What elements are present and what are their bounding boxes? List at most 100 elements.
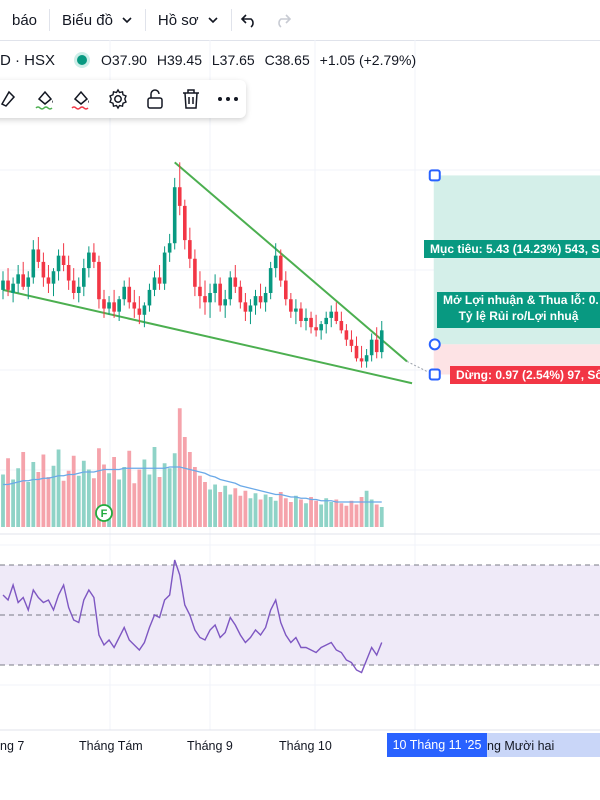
volume-bar xyxy=(299,499,303,527)
low-value: L37.65 xyxy=(211,52,255,68)
chart-menu-button[interactable]: Biểu đồ xyxy=(50,0,145,40)
candle-body xyxy=(87,252,91,269)
volume-bar xyxy=(147,474,152,527)
chevron-down-icon xyxy=(208,17,218,24)
volume-bar xyxy=(283,498,288,527)
candle-body xyxy=(172,187,177,244)
candle-body xyxy=(213,283,217,293)
stop-label[interactable]: Dừng: 0.97 (2.54%) 97, Số xyxy=(450,366,600,384)
close-value: C38.65 xyxy=(264,52,310,68)
open-value: O37.90 xyxy=(101,52,147,68)
undo-icon xyxy=(240,14,254,28)
delete-button[interactable] xyxy=(173,80,210,118)
volume-bar xyxy=(182,437,187,527)
time-axis[interactable]: ng 7 Tháng Tám Tháng 9 Tháng 10 ng Mười … xyxy=(0,735,600,757)
volume-bar xyxy=(193,467,197,527)
position-handle xyxy=(428,368,441,381)
time-tick: ng Mười hai xyxy=(487,739,555,753)
volume-bar xyxy=(243,490,248,527)
alerts-label: báo xyxy=(12,11,38,29)
symbol-name[interactable]: D · HSX xyxy=(0,51,56,69)
volume-bar xyxy=(379,507,384,527)
volume-bar xyxy=(21,452,26,527)
redo-icon xyxy=(277,14,291,28)
candle-body xyxy=(117,299,121,312)
volume-bar xyxy=(1,474,5,527)
text-color-icon xyxy=(71,90,90,110)
candle-body xyxy=(289,299,293,312)
lock-button[interactable] xyxy=(136,80,173,118)
line-color-button[interactable] xyxy=(0,80,27,118)
volume-bar xyxy=(213,484,217,527)
candle-body xyxy=(16,274,20,284)
drawing-toolbar xyxy=(0,80,246,118)
volume-bar xyxy=(218,492,223,527)
volume-bar xyxy=(36,472,41,527)
candle-body xyxy=(364,355,369,362)
text-color-button[interactable] xyxy=(63,80,100,118)
candle-body xyxy=(36,249,41,262)
candle-body xyxy=(66,265,71,281)
volume-bar xyxy=(51,465,56,527)
ohlc-values: O37.90 H39.45 L37.65 C38.65 +1.05 (+2.79… xyxy=(101,52,422,68)
volume-bar xyxy=(46,477,51,527)
volume-bar xyxy=(127,450,132,527)
volume-bar xyxy=(238,495,243,527)
volume-bar xyxy=(107,473,111,527)
volume-bar xyxy=(102,464,106,527)
trendline xyxy=(174,161,408,363)
candle-body xyxy=(284,280,288,300)
candle-body xyxy=(31,249,36,278)
redo-button[interactable] xyxy=(266,3,300,37)
candle-body xyxy=(304,317,308,321)
candle-body xyxy=(349,339,354,346)
candle-body xyxy=(374,339,379,353)
settings-button[interactable] xyxy=(100,80,137,118)
volume-bar xyxy=(167,468,172,527)
high-value: H39.45 xyxy=(156,52,202,68)
candle-body xyxy=(137,308,142,315)
volume-bar xyxy=(41,454,46,527)
volume-bar xyxy=(349,500,354,527)
volume-bar xyxy=(314,500,318,527)
alerts-button[interactable]: báo xyxy=(0,0,49,40)
volume-bar xyxy=(97,448,101,527)
undo-button[interactable] xyxy=(232,3,266,37)
pnl-text: Mở Lợi nhuận & Thua lỗ: 0. xyxy=(443,293,599,307)
pnl-label[interactable]: Mở Lợi nhuận & Thua lỗ: 0. Tỷ lệ Rủi ro/… xyxy=(437,292,600,328)
toolbar-divider xyxy=(230,9,232,31)
candle-body xyxy=(334,311,339,321)
target-label[interactable]: Mục tiêu: 5.43 (14.23%) 543, S xyxy=(424,240,600,258)
candle-body xyxy=(218,283,222,306)
volume-bar xyxy=(359,497,364,527)
candle-body xyxy=(344,330,349,340)
candle-body xyxy=(152,277,157,290)
trendline xyxy=(2,288,413,385)
volume-bar xyxy=(319,504,324,527)
time-tick: Tháng 10 xyxy=(279,739,332,753)
fill-color-button[interactable] xyxy=(27,80,64,118)
top-toolbar: báo Biểu đồ Hồ sơ xyxy=(0,0,600,41)
volume-bar xyxy=(16,468,21,527)
volume-bar xyxy=(354,504,359,527)
candle-body xyxy=(1,280,5,290)
volume-bar xyxy=(369,499,374,527)
candle-body xyxy=(329,311,334,318)
candle-body xyxy=(97,261,101,300)
candle-body xyxy=(268,268,273,293)
candle-body xyxy=(102,299,106,309)
position-handle xyxy=(428,338,441,351)
time-tick: ng 7 xyxy=(0,739,25,753)
volume-bar xyxy=(344,505,349,527)
volume-bar xyxy=(137,469,142,527)
profile-menu-button[interactable]: Hồ sơ xyxy=(146,0,231,40)
candle-body xyxy=(107,302,111,309)
candle-body xyxy=(11,283,15,293)
candle-body xyxy=(167,243,172,253)
lock-icon xyxy=(146,89,163,109)
settings-icon xyxy=(109,88,127,110)
more-button[interactable] xyxy=(209,80,246,118)
volume-bar xyxy=(374,504,379,527)
position-handle xyxy=(428,169,441,182)
